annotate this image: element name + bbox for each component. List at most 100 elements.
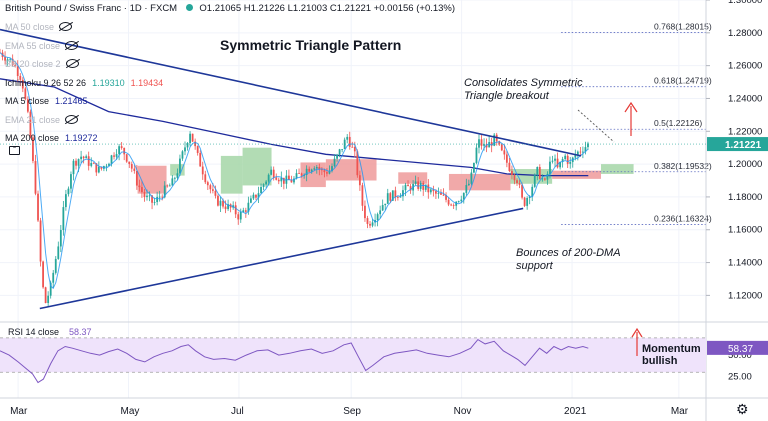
target-arrow-icon bbox=[624, 101, 638, 113]
candle-body bbox=[90, 163, 93, 166]
candle-body bbox=[219, 200, 222, 206]
candle-body bbox=[26, 99, 29, 112]
candle-body bbox=[566, 155, 569, 164]
indicator-legend-row[interactable]: BB 20 close 2 bbox=[5, 59, 79, 69]
candle-body bbox=[331, 166, 333, 172]
candle-body bbox=[39, 220, 42, 262]
candle-body bbox=[4, 57, 6, 61]
candle-body bbox=[582, 151, 584, 153]
indicator-label: MA 5 close bbox=[5, 96, 50, 106]
candle-body bbox=[59, 230, 62, 247]
candle-body bbox=[318, 167, 321, 170]
candle-body bbox=[141, 187, 143, 193]
candle-body bbox=[407, 184, 409, 187]
candle-body bbox=[275, 177, 278, 180]
indicator-legend-row[interactable]: MA 200 close 1.19272 bbox=[5, 133, 98, 143]
candle-body bbox=[272, 169, 275, 178]
candle-body bbox=[234, 205, 237, 215]
candle-body bbox=[386, 193, 389, 204]
candle-body bbox=[196, 146, 199, 153]
candle-body bbox=[11, 58, 14, 65]
candle-body bbox=[95, 163, 98, 173]
candle-body bbox=[442, 194, 445, 196]
candle-body bbox=[227, 204, 229, 210]
candle-body bbox=[447, 199, 450, 205]
candle-body bbox=[257, 193, 260, 198]
annotation-breakout: Consolidates Symmetric bbox=[464, 77, 583, 89]
candle-body bbox=[176, 173, 179, 178]
candle-body bbox=[328, 171, 331, 174]
candle-body bbox=[371, 222, 374, 226]
candle-body bbox=[485, 144, 488, 148]
candle-body bbox=[574, 154, 577, 158]
indicator-legend-row[interactable]: Ichimoku 9 26 52 26 1.19310 1.19434 bbox=[5, 78, 163, 88]
candle-body bbox=[551, 160, 554, 162]
fib-level-label: 0.5(1.22126) bbox=[654, 118, 702, 128]
candle-body bbox=[92, 163, 95, 164]
eye-hidden-icon[interactable] bbox=[65, 114, 79, 124]
candle-body bbox=[49, 282, 52, 296]
candle-body bbox=[526, 198, 529, 206]
eye-hidden-icon[interactable] bbox=[65, 59, 79, 68]
candle-body bbox=[288, 175, 290, 180]
candle-body bbox=[587, 143, 589, 148]
candle-body bbox=[252, 194, 255, 199]
candle-body bbox=[490, 142, 493, 146]
candle-body bbox=[67, 188, 70, 195]
indicator-legend-row[interactable]: EMA 55 close bbox=[5, 40, 79, 51]
candle-body bbox=[462, 192, 465, 200]
candle-body bbox=[32, 137, 34, 162]
fib-level-label: 0.768(1.28015) bbox=[654, 22, 712, 32]
fib-level-label: 0.382(1.19532) bbox=[654, 161, 712, 171]
candle-body bbox=[353, 147, 356, 152]
candle-body bbox=[543, 178, 546, 180]
candle-body bbox=[358, 175, 361, 186]
candle-body bbox=[422, 182, 425, 190]
candle-body bbox=[503, 150, 506, 155]
chart-header: British Pound / Swiss Franc · 1D · FXCM … bbox=[5, 3, 455, 14]
rsi-tick-label: 50.00 bbox=[728, 350, 752, 361]
candle-body bbox=[298, 173, 300, 174]
candle-body bbox=[19, 75, 22, 80]
candle-body bbox=[77, 159, 80, 166]
indicator-legend-row[interactable]: EMA 21 close bbox=[5, 114, 79, 125]
candle-body bbox=[151, 195, 153, 203]
indicator-value: 1.19434 bbox=[130, 77, 164, 88]
candle-body bbox=[521, 184, 523, 198]
eye-hidden-icon[interactable] bbox=[59, 22, 73, 31]
rsi-line bbox=[0, 338, 589, 384]
indicator-legend-row[interactable]: MA 5 close 1.21465 bbox=[5, 96, 88, 106]
candle-body bbox=[85, 156, 88, 159]
candle-body bbox=[404, 184, 407, 191]
eye-hidden-icon[interactable] bbox=[65, 40, 79, 50]
symbol-title[interactable]: British Pound / Swiss Franc · 1D · FXCM bbox=[5, 3, 178, 14]
annotation-momentum: Momentum bbox=[642, 343, 701, 355]
candle-body bbox=[242, 210, 245, 213]
gear-icon[interactable]: ⚙ bbox=[736, 401, 749, 417]
candle-body bbox=[181, 151, 184, 159]
candle-body bbox=[483, 144, 485, 146]
candle-body bbox=[445, 195, 447, 200]
collapse-legend-icon[interactable]: ⌃ bbox=[9, 146, 20, 155]
chart-title: Symmetric Triangle Pattern bbox=[220, 37, 401, 53]
candle-body bbox=[569, 162, 572, 164]
candle-body bbox=[204, 174, 207, 183]
candle-body bbox=[244, 210, 247, 212]
breakout-pointer bbox=[577, 109, 615, 143]
rsi-band bbox=[0, 337, 706, 373]
candle-body bbox=[75, 160, 77, 166]
indicator-legend-row[interactable]: MA 50 close bbox=[5, 22, 73, 32]
rsi-value-tag bbox=[707, 340, 768, 355]
price-tick-label: 1.16000 bbox=[728, 225, 762, 236]
indicator-label: MA 50 close bbox=[5, 22, 55, 32]
candle-body bbox=[402, 190, 404, 197]
indicator-value: 1.21465 bbox=[55, 96, 88, 106]
candle-body bbox=[323, 170, 326, 173]
market-status-icon bbox=[185, 4, 193, 11]
candle-body bbox=[87, 156, 90, 166]
rsi-arrow-icon bbox=[631, 327, 643, 338]
candle-body bbox=[158, 196, 161, 198]
candle-body bbox=[57, 246, 60, 259]
